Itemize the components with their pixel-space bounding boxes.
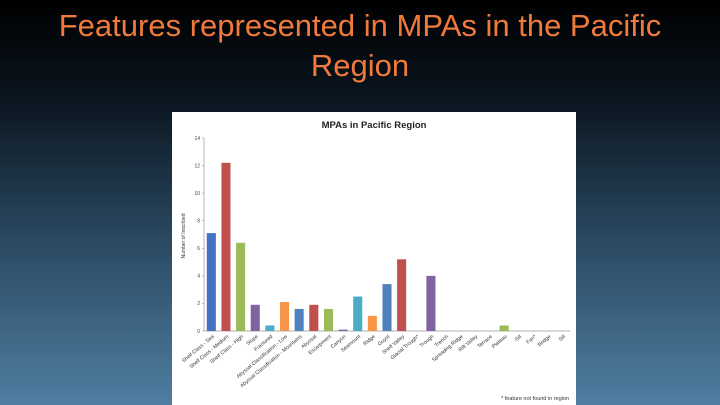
bar bbox=[353, 296, 363, 331]
bar bbox=[250, 304, 260, 331]
bar bbox=[323, 308, 333, 331]
y-axis-label: Number of Inscribed bbox=[181, 213, 187, 258]
bar bbox=[221, 162, 231, 331]
bar bbox=[309, 304, 319, 331]
bar bbox=[265, 325, 275, 331]
category-label: Bridge bbox=[537, 334, 552, 348]
bar bbox=[499, 325, 509, 331]
category-label: Fan* bbox=[525, 334, 537, 346]
bar bbox=[236, 242, 246, 331]
category-label: Plateau bbox=[491, 334, 508, 350]
slide-title-line-2: Region bbox=[310, 48, 410, 83]
slide-title-line-1: Features represented in MPAs in the Paci… bbox=[58, 8, 662, 43]
slide-title: Features represented in MPAs in the Paci… bbox=[0, 6, 720, 86]
y-tick-label: 8 bbox=[197, 219, 200, 225]
chart-panel: MPAs in Pacific Region Number of Inscrib… bbox=[172, 112, 576, 405]
category-label: Trough bbox=[419, 334, 435, 349]
category-label: Ridge bbox=[362, 334, 376, 347]
y-ticks: 0 2 4 6 8 10 12 14 bbox=[194, 136, 204, 335]
bar bbox=[206, 233, 216, 331]
category-label: Sill bbox=[558, 334, 567, 343]
bar bbox=[426, 275, 436, 331]
category-label: Terrace bbox=[477, 334, 494, 350]
y-tick-label: 2 bbox=[197, 301, 200, 307]
chart-footnote: * feature not found in region bbox=[501, 396, 569, 402]
bar bbox=[338, 329, 348, 331]
y-tick-label: 6 bbox=[197, 246, 200, 252]
y-tick-label: 10 bbox=[194, 191, 200, 197]
y-tick-label: 0 bbox=[197, 329, 200, 335]
bar-chart: MPAs in Pacific Region Number of Inscrib… bbox=[181, 120, 570, 402]
bar bbox=[397, 259, 407, 331]
y-tick-label: 12 bbox=[194, 163, 200, 169]
bars bbox=[206, 162, 509, 331]
bar bbox=[294, 308, 304, 331]
bar bbox=[367, 315, 377, 331]
bar bbox=[279, 302, 290, 331]
bar bbox=[382, 284, 392, 331]
chart-title: MPAs in Pacific Region bbox=[322, 120, 427, 131]
y-tick-label: 4 bbox=[197, 274, 200, 280]
y-tick-label: 14 bbox=[194, 136, 200, 142]
category-label: Sill bbox=[514, 334, 523, 343]
